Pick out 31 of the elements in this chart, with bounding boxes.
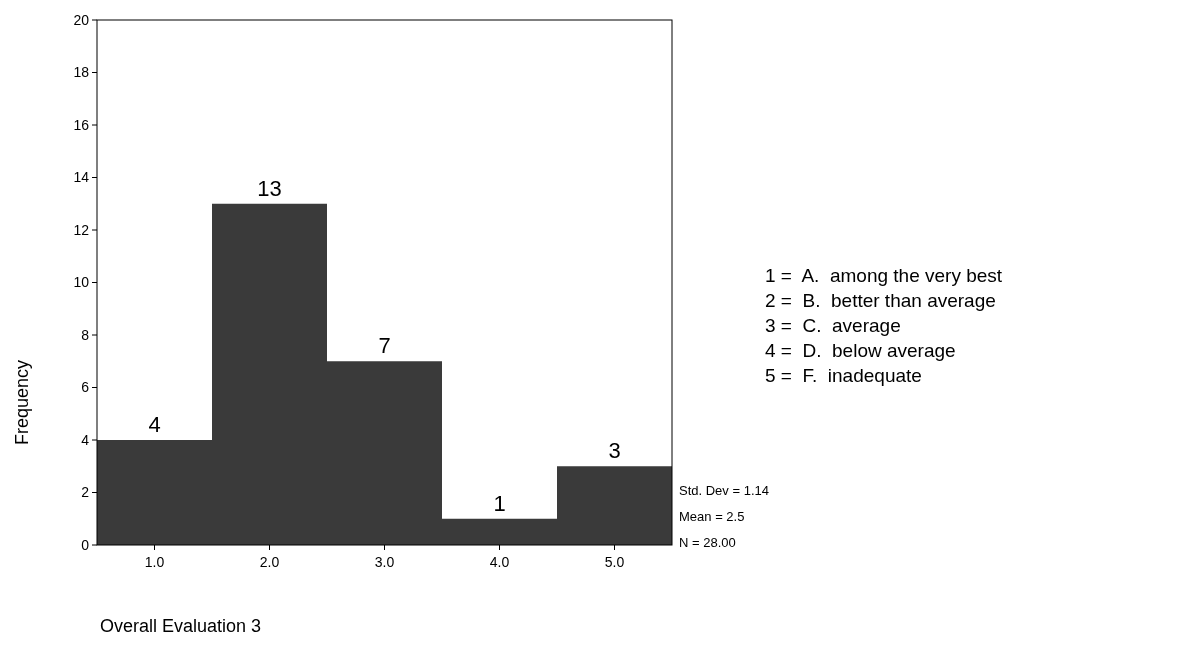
data-label: 4 xyxy=(148,412,161,437)
x-axis-title: Overall Evaluation 3 xyxy=(100,616,262,636)
text: Std. Dev = 1.14 xyxy=(679,482,769,498)
data-label: 1 xyxy=(493,490,506,516)
y-tick-label: 20 xyxy=(73,11,90,28)
x-tick-label: 2.0 xyxy=(259,554,280,570)
y-tick-label: 14 xyxy=(73,169,90,186)
text: 5 = F. inadequate xyxy=(765,364,922,386)
y-tick-label: 18 xyxy=(73,64,90,81)
y-tick-label: 6 xyxy=(81,379,90,396)
y-tick-label: 0 xyxy=(81,536,90,553)
x-tick-label: 3.0 xyxy=(374,554,395,570)
text: N = 28.00 xyxy=(679,534,736,550)
y-tick-label: 4 xyxy=(81,431,90,448)
y-axis-title: Frequency xyxy=(12,359,32,446)
data-label: 13 xyxy=(257,175,282,201)
y-tick-label: 8 xyxy=(81,326,90,343)
y-tick-label: 16 xyxy=(73,116,90,133)
x-tick-label: 5.0 xyxy=(604,554,625,570)
text: 2 = B. better than average xyxy=(765,289,996,311)
text: Mean = 2.5 xyxy=(679,508,745,524)
y-tick-label: 10 xyxy=(73,274,90,291)
text: 1 = A. among the very best xyxy=(765,264,1003,286)
text: 3 = C. average xyxy=(765,314,901,336)
data-label: 3 xyxy=(608,438,621,464)
x-tick-label: 4.0 xyxy=(489,554,510,570)
y-tick-label: 12 xyxy=(73,221,90,238)
text: 4 = D. below average xyxy=(765,339,956,361)
y-tick-label: 2 xyxy=(81,484,90,501)
data-label: 7 xyxy=(378,333,391,359)
x-tick-label: 1.0 xyxy=(144,554,165,570)
